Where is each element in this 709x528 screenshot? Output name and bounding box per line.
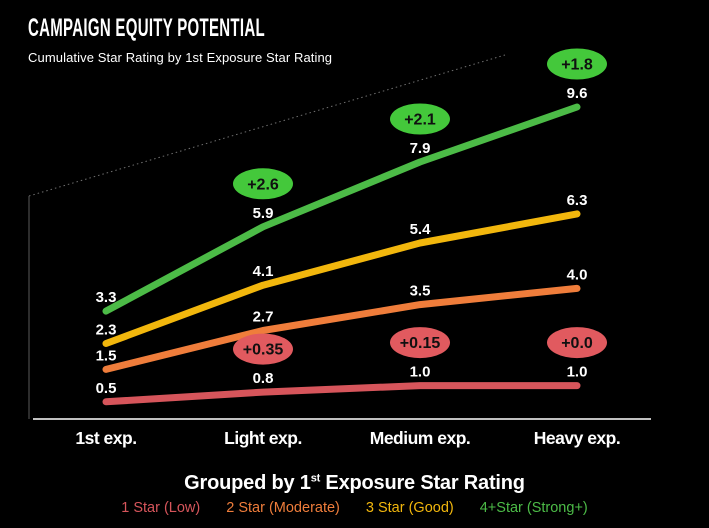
delta-badge [233, 333, 293, 365]
series-line-2 [102, 284, 581, 373]
page-subtitle: Cumulative Star Rating by 1st Exposure S… [28, 50, 333, 65]
delta-badge [547, 327, 607, 359]
value-label: 1.0 [567, 364, 588, 381]
value-label: 5.9 [253, 205, 274, 222]
value-label: 6.3 [567, 192, 588, 209]
footer-title: Grouped by 1st Exposure Star Rating [0, 472, 709, 495]
legend-item: 4+Star (Strong+) [479, 500, 588, 516]
perspective-guide-line [28, 54, 506, 197]
value-label: 1.0 [410, 364, 431, 381]
series-line-0 [102, 103, 581, 315]
legend-item: 3 Star (Good) [365, 500, 454, 516]
footer-title-suffix: Exposure Star Rating [320, 472, 525, 494]
delta-badge-label: +0.35 [243, 342, 284, 359]
delta-badge [390, 327, 450, 359]
value-label: 5.4 [410, 221, 432, 238]
footer: Grouped by 1st Exposure Star Rating 1 St… [0, 472, 709, 516]
delta-badge [547, 48, 607, 80]
chart-legend: 1 Star (Low) 2 Star (Moderate) 3 Star (Goo… [0, 500, 709, 516]
footer-title-sup: st [310, 472, 321, 485]
delta-badge-label: +0.0 [561, 335, 593, 352]
legend-item: 1 Star (Low) [121, 500, 201, 516]
value-label: 3.3 [96, 289, 117, 306]
page-title: CAMPAIGN EQUITY POTENTIAL [28, 14, 265, 42]
legend-item: 2 Star (Moderate) [226, 500, 340, 516]
value-label: 4.0 [567, 266, 588, 283]
value-label: 9.6 [567, 85, 588, 102]
footer-title-prefix: Grouped by 1 [184, 472, 311, 494]
value-label: 4.1 [253, 263, 274, 280]
value-label: 2.3 [96, 322, 117, 339]
value-label: 2.7 [253, 309, 274, 326]
x-tick-label: 1st exp. [75, 428, 136, 448]
delta-badge [233, 168, 293, 200]
value-label: 1.5 [96, 347, 117, 364]
header: CAMPAIGN EQUITY POTENTIAL Cumulative Sta… [28, 14, 423, 66]
value-label: 7.9 [410, 140, 431, 157]
series-line-3 [102, 382, 581, 406]
x-tick-label: Medium exp. [370, 428, 471, 448]
series-line-1 [102, 210, 581, 347]
delta-badge-label: +2.6 [247, 176, 279, 193]
delta-badge-label: +0.15 [400, 335, 441, 352]
value-label: 0.5 [96, 380, 117, 397]
x-tick-label: Light exp. [224, 428, 302, 448]
delta-badge-label: +2.1 [404, 112, 436, 129]
x-tick-label: Heavy exp. [534, 428, 620, 448]
value-label: 3.5 [410, 283, 431, 300]
delta-badge [390, 103, 450, 135]
delta-badge-label: +1.8 [561, 57, 593, 74]
value-label: 0.8 [253, 370, 274, 387]
